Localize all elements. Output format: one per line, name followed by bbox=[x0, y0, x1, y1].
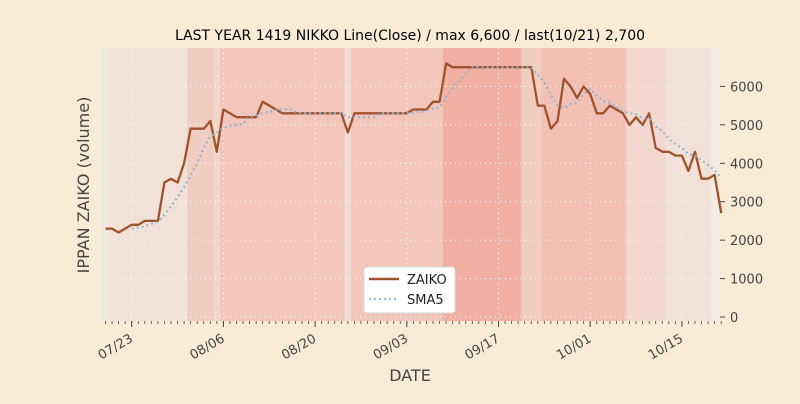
shade-band-10 bbox=[626, 48, 666, 321]
x-tick-label-0: 07/23 bbox=[96, 331, 136, 363]
y-axis-label: IPPAN ZAIKO (volume) bbox=[74, 97, 93, 274]
x-tick-label-2: 08/20 bbox=[279, 331, 319, 363]
shade-band-8 bbox=[521, 48, 542, 321]
series-line-sma5 bbox=[131, 65, 722, 230]
x-axis-label: DATE bbox=[389, 366, 431, 385]
shade-band-5 bbox=[344, 48, 352, 321]
y-tick-label-2: 2000 bbox=[730, 234, 763, 249]
x-tick-label-1: 08/06 bbox=[187, 331, 227, 363]
chart-title: LAST YEAR 1419 NIKKO Line(Close) / max 6… bbox=[175, 28, 645, 44]
x-tick-label-3: 09/03 bbox=[371, 331, 411, 363]
shade-band-9 bbox=[541, 48, 627, 321]
y-tick-label-5: 5000 bbox=[730, 119, 763, 134]
x-tick-label-5: 10/01 bbox=[554, 331, 594, 363]
series-line-zaiko bbox=[105, 62, 723, 234]
shade-band-3 bbox=[213, 48, 221, 321]
shade-band-2 bbox=[187, 48, 214, 321]
y-tick-label-6: 6000 bbox=[730, 80, 763, 95]
legend-label-sma5: SMA5 bbox=[407, 293, 444, 308]
series-lines bbox=[105, 62, 723, 234]
y-tick-label-4: 4000 bbox=[730, 157, 763, 172]
shade-band-7 bbox=[442, 48, 522, 321]
x-tick-label-4: 09/17 bbox=[463, 331, 503, 363]
x-tick-label-6: 10/15 bbox=[646, 331, 686, 363]
shade-band-4 bbox=[220, 48, 345, 321]
shade-band-0 bbox=[102, 48, 109, 321]
legend-label-zaiko: ZAIKO bbox=[407, 273, 447, 288]
shade-band-1 bbox=[108, 48, 188, 321]
y-tick-label-3: 3000 bbox=[730, 196, 763, 211]
y-tick-label-0: 0 bbox=[730, 311, 738, 326]
shade-band-11 bbox=[665, 48, 712, 321]
y-tick-label-1: 1000 bbox=[730, 273, 763, 288]
legend: ZAIKO SMA5 bbox=[363, 266, 456, 314]
